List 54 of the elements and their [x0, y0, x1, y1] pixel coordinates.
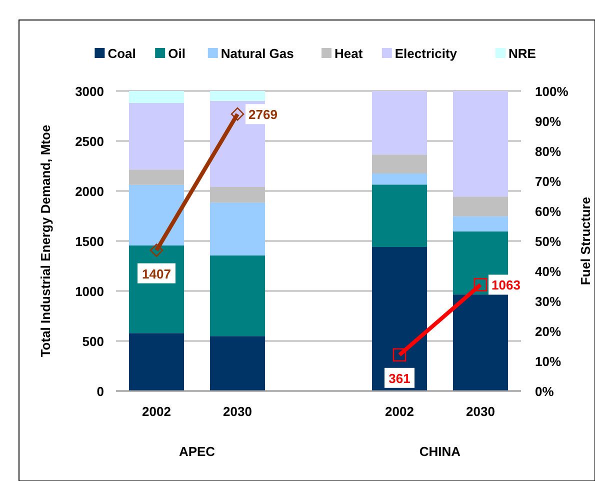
bar [210, 255, 266, 336]
data-label: 1063 [492, 278, 520, 293]
legend-label: Electricity [394, 46, 458, 61]
point [474, 278, 488, 292]
legend-label: Heat [334, 46, 364, 61]
bar [210, 187, 266, 203]
point [392, 348, 406, 362]
y-tick-label: 500 [82, 334, 104, 349]
bar [128, 333, 184, 391]
y2-tick-label: 30% [535, 294, 562, 309]
y-tick-label: 2500 [75, 134, 104, 149]
data-label: 2769 [248, 107, 278, 122]
y2-tick-label: 20% [535, 324, 562, 339]
y-tick-label: 0 [96, 384, 104, 399]
y2-tick-label: 100% [535, 84, 569, 99]
y2-tick-label: 0% [535, 384, 554, 399]
bar [372, 184, 428, 247]
text: CHINA [419, 444, 462, 459]
bar [372, 91, 428, 155]
bar [452, 196, 508, 216]
y-tick-label: 3000 [75, 84, 104, 99]
bar [210, 91, 266, 101]
y2-tick-label: 60% [535, 204, 562, 219]
y-tick-label: 2000 [75, 184, 104, 199]
point [230, 107, 244, 121]
bar [210, 336, 266, 391]
y-tick-label: 1000 [75, 284, 104, 299]
legend-label: Coal [108, 46, 136, 61]
bar [452, 216, 508, 232]
legend-label: Oil [168, 46, 186, 61]
bar [128, 91, 184, 103]
bar [128, 170, 184, 185]
y2-tick-label: 90% [535, 114, 562, 129]
x-tick-label: 2002 [385, 404, 414, 419]
y2-tick-label: 40% [535, 264, 562, 279]
y2-tick-label: 70% [535, 174, 562, 189]
data-label: 1407 [142, 266, 171, 282]
point [150, 244, 164, 257]
y2-tick-label: 50% [535, 234, 562, 249]
x-tick-label: 2030 [223, 404, 252, 419]
data-label: 361 [388, 370, 410, 386]
y2-axis-title: Fuel Structure [578, 196, 593, 286]
x-tick-label: 2030 [466, 404, 495, 419]
bar [372, 154, 428, 174]
y2-tick-label: 10% [535, 354, 562, 369]
bar [452, 91, 508, 197]
y-axis-title: Total Industrial Energy Demand, Mtoe [38, 124, 53, 358]
x-tick-label: 2002 [142, 404, 171, 419]
y2-tick-label: 80% [535, 144, 562, 159]
bar [372, 174, 428, 185]
legend-label: Natural Gas [220, 46, 294, 61]
text: APEC [178, 444, 216, 459]
y-tick-label: 1500 [75, 234, 104, 249]
legend-label: NRE [508, 46, 536, 61]
